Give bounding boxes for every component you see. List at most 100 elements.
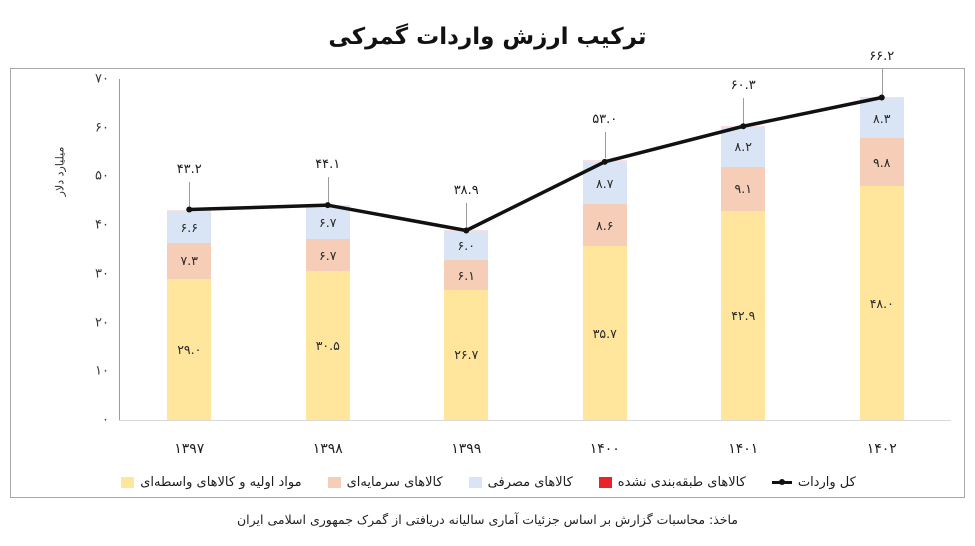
bar-segment-raw-materials[interactable]: ۴۲.۹ bbox=[721, 211, 766, 420]
y-axis-title: میلیارد دلار bbox=[53, 146, 67, 197]
x-axis-labels: ۱۳۹۷ ۱۳۹۸ ۱۳۹۹ ۱۴۰۰ ۱۴۰۱ ۱۴۰۲ bbox=[120, 441, 951, 465]
legend-color-swatch-icon bbox=[598, 476, 612, 488]
bar-group: ۴۴.۱ ۶.۷ ۶.۷ ۳۰.۵ bbox=[259, 79, 398, 420]
x-tick-label: ۱۳۹۹ bbox=[451, 441, 482, 457]
label-leader-line bbox=[189, 181, 191, 208]
legend-label: مواد اولیه و کالاهای واسطه‌ای bbox=[140, 474, 302, 490]
bar-segment-consumer-goods[interactable]: ۸.۳ bbox=[859, 98, 904, 139]
stacked-bar[interactable]: ۶.۰ ۶.۱ ۲۶.۷ bbox=[444, 230, 489, 420]
total-value-label: ۶۶.۲ bbox=[869, 48, 895, 64]
stacked-bar[interactable]: ۶.۶ ۷.۳ ۲۹.۰ bbox=[167, 209, 212, 420]
segment-value-label: ۴۸.۰ bbox=[869, 295, 894, 311]
y-tick-label: ۳۰ bbox=[95, 266, 109, 282]
segment-value-label: ۸.۷ bbox=[596, 175, 614, 191]
total-value-label: ۴۴.۱ bbox=[315, 157, 341, 173]
total-value-label: ۵۳.۰ bbox=[592, 112, 618, 128]
legend-color-swatch-icon bbox=[121, 476, 135, 488]
label-leader-line bbox=[327, 177, 329, 204]
y-axis-line bbox=[119, 79, 120, 420]
segment-value-label: ۴۲.۹ bbox=[731, 308, 756, 324]
x-axis-line bbox=[119, 420, 951, 421]
bar-group: ۴۳.۲ ۶.۶ ۷.۳ ۲۹.۰ bbox=[120, 79, 259, 420]
x-tick-label: ۱۴۰۲ bbox=[866, 441, 897, 457]
bar-group: ۶۶.۲ ۸.۳ ۹.۸ ۴۸.۰ bbox=[813, 49, 952, 420]
stacked-bar[interactable]: ۸.۲ ۹.۱ ۴۲.۹ bbox=[721, 125, 766, 420]
legend-color-swatch-icon bbox=[468, 476, 482, 488]
chart-legend: کل واردات کالاهای طبقه‌بندی نشده کالاهای م… bbox=[11, 469, 966, 495]
bar-segment-consumer-goods[interactable]: ۶.۶ bbox=[167, 211, 212, 244]
legend-label: کالاهای سرمایه‌ای bbox=[346, 474, 443, 490]
bar-segment-consumer-goods[interactable]: ۶.۰ bbox=[444, 231, 489, 261]
y-tick-label: ۶۰ bbox=[95, 120, 109, 136]
page-title: ترکیب ارزش واردات گمرکی bbox=[328, 24, 647, 50]
x-tick-label: ۱۴۰۱ bbox=[728, 441, 759, 457]
segment-value-label: ۸.۲ bbox=[734, 139, 752, 155]
bar-segment-consumer-goods[interactable]: ۸.۷ bbox=[582, 161, 627, 205]
label-leader-line bbox=[466, 202, 468, 229]
stacked-bar[interactable]: ۶.۷ ۶.۷ ۳۰.۵ bbox=[305, 205, 350, 420]
bar-group: ۳۸.۹ ۶.۰ ۶.۱ ۲۶.۷ bbox=[397, 79, 536, 420]
legend-item[interactable]: کالاهای طبقه‌بندی نشده bbox=[598, 474, 746, 490]
segment-value-label: ۶.۶ bbox=[180, 219, 198, 235]
segment-value-label: ۳۰.۵ bbox=[315, 338, 340, 354]
segment-value-label: ۹.۱ bbox=[734, 181, 752, 197]
total-value-label: ۴۳.۲ bbox=[176, 161, 202, 177]
y-tick-label: ۱۰ bbox=[95, 363, 109, 379]
plot-area: میلیارد دلار ۷۰ ۶۰ ۵۰ ۴۰ ۳۰ ۲۰ ۱۰ ۰ ۴۳.۲ ۶.۶ ۷.۳ ۲… bbox=[11, 49, 966, 428]
x-tick-label: ۱۳۹۷ bbox=[174, 441, 205, 457]
legend-item[interactable]: کالاهای سرمایه‌ای bbox=[327, 474, 443, 490]
chart-frame: میلیارد دلار ۷۰ ۶۰ ۵۰ ۴۰ ۳۰ ۲۰ ۱۰ ۰ ۴۳.۲ ۶.۶ ۷.۳ ۲… bbox=[10, 49, 966, 498]
bar-segment-capital-goods[interactable]: ۷.۳ bbox=[167, 243, 212, 279]
bar-group: ۶۰.۳ ۸.۲ ۹.۱ ۴۲.۹ bbox=[674, 77, 813, 420]
bar-segment-raw-materials[interactable]: ۳۰.۵ bbox=[305, 271, 350, 420]
total-value-label: ۳۸.۹ bbox=[453, 182, 479, 198]
legend-label: کل واردات bbox=[797, 474, 856, 490]
label-leader-line bbox=[604, 132, 606, 159]
segment-value-label: ۳۵.۷ bbox=[592, 325, 617, 341]
segment-value-label: ۶.۱ bbox=[457, 267, 475, 283]
stacked-bar[interactable]: ۸.۳ ۹.۸ ۴۸.۰ bbox=[859, 96, 904, 420]
bar-segment-consumer-goods[interactable]: ۶.۷ bbox=[305, 206, 350, 239]
bars-area: ۴۳.۲ ۶.۶ ۷.۳ ۲۹.۰ ۴۴.۱ ۶.۷ ۶.۷ ۳۰.۵ ۳۸.۹ ۶.۰ ۶.۱ ۲۶… bbox=[120, 49, 952, 420]
y-axis-ticks: ۷۰ ۶۰ ۵۰ ۴۰ ۳۰ ۲۰ ۱۰ ۰ bbox=[69, 69, 113, 428]
legend-item[interactable]: کالاهای مصرفی bbox=[468, 474, 573, 490]
bar-group: ۵۳.۰ ۸.۷ ۸.۶ ۳۵.۷ bbox=[536, 79, 675, 420]
segment-value-label: ۹.۸ bbox=[873, 154, 891, 170]
label-leader-line bbox=[881, 68, 883, 95]
bar-segment-capital-goods[interactable]: ۶.۷ bbox=[305, 238, 350, 272]
bar-segment-consumer-goods[interactable]: ۸.۲ bbox=[721, 126, 766, 167]
segment-value-label: ۲۹.۰ bbox=[177, 341, 202, 357]
legend-item[interactable]: مواد اولیه و کالاهای واسطه‌ای bbox=[121, 474, 302, 490]
bar-segment-capital-goods[interactable]: ۸.۶ bbox=[582, 204, 627, 247]
source-footnote: ماخذ: محاسبات گزارش بر اساس جزئیات آماری… bbox=[236, 512, 738, 527]
bar-segment-capital-goods[interactable]: ۹.۸ bbox=[859, 138, 904, 187]
segment-value-label: ۲۶.۷ bbox=[454, 347, 479, 363]
y-tick-label: ۲۰ bbox=[95, 315, 109, 331]
legend-label: کالاهای طبقه‌بندی نشده bbox=[617, 474, 746, 490]
y-tick-label: ۰ bbox=[102, 412, 109, 428]
legend-label: کالاهای مصرفی bbox=[487, 474, 573, 490]
segment-value-label: ۶.۷ bbox=[319, 214, 337, 230]
segment-value-label: ۷.۳ bbox=[180, 253, 198, 269]
segment-value-label: ۶.۰ bbox=[457, 238, 475, 254]
bar-segment-raw-materials[interactable]: ۲۶.۷ bbox=[444, 289, 489, 420]
y-tick-label: ۷۰ bbox=[95, 71, 109, 87]
segment-value-label: ۸.۶ bbox=[596, 217, 614, 233]
bar-segment-raw-materials[interactable]: ۳۵.۷ bbox=[582, 246, 627, 420]
segment-value-label: ۶.۷ bbox=[319, 247, 337, 263]
total-value-label: ۶۰.۳ bbox=[730, 77, 756, 93]
x-tick-label: ۱۴۰۰ bbox=[589, 441, 620, 457]
bar-segment-capital-goods[interactable]: ۶.۱ bbox=[444, 260, 489, 290]
y-tick-label: ۵۰ bbox=[95, 168, 109, 184]
segment-value-label: ۸.۳ bbox=[873, 110, 891, 126]
x-tick-label: ۱۳۹۸ bbox=[312, 441, 343, 457]
label-leader-line bbox=[743, 97, 745, 124]
bar-segment-raw-materials[interactable]: ۲۹.۰ bbox=[167, 278, 212, 420]
legend-line-marker-icon bbox=[771, 477, 792, 488]
y-tick-label: ۴۰ bbox=[95, 217, 109, 233]
stacked-bar[interactable]: ۸.۷ ۸.۶ ۳۵.۷ bbox=[582, 160, 627, 420]
legend-color-swatch-icon bbox=[327, 476, 341, 488]
bar-segment-capital-goods[interactable]: ۹.۱ bbox=[721, 166, 766, 212]
bar-segment-raw-materials[interactable]: ۴۸.۰ bbox=[859, 186, 904, 420]
legend-item[interactable]: کل واردات bbox=[771, 474, 856, 490]
